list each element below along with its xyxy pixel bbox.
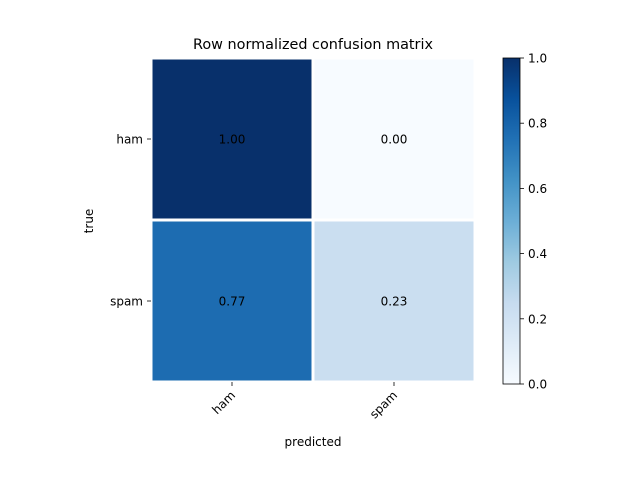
heatmap-cell (149, 56, 315, 222)
y-tick-label: spam (110, 295, 143, 309)
cell-value-label: 1.00 (219, 133, 246, 147)
colorbar-tick-label: 1.0 (528, 52, 547, 66)
x-axis: ham spam (209, 382, 400, 421)
colorbar-tick-label: 0.8 (528, 117, 547, 131)
heatmap-cell (311, 218, 477, 384)
colorbar-tick-label: 0.4 (528, 247, 547, 261)
x-tick-label: spam (367, 388, 400, 421)
heatmap-cell (311, 56, 477, 222)
y-tick-label: ham (116, 133, 143, 147)
chart-title: Row normalized confusion matrix (193, 37, 433, 53)
heatmap-cells: 1.00 0.00 0.77 0.23 (149, 56, 477, 384)
x-axis-label: predicted (285, 435, 342, 449)
y-axis: ham spam (110, 133, 151, 309)
cell-value-label: 0.23 (381, 295, 408, 309)
heatmap-cell (149, 218, 315, 384)
colorbar: 0.0 0.2 0.4 0.6 0.8 1.0 (502, 52, 547, 392)
y-axis-label: true (82, 209, 96, 234)
colorbar-tick-label: 0.2 (528, 312, 547, 326)
x-tick-label: ham (209, 388, 238, 417)
colorbar-tick-label: 0.6 (528, 182, 547, 196)
cell-value-label: 0.00 (381, 133, 408, 147)
cell-value-label: 0.77 (219, 295, 246, 309)
colorbar-gradient (502, 57, 521, 385)
colorbar-tick-label: 0.0 (528, 378, 547, 392)
